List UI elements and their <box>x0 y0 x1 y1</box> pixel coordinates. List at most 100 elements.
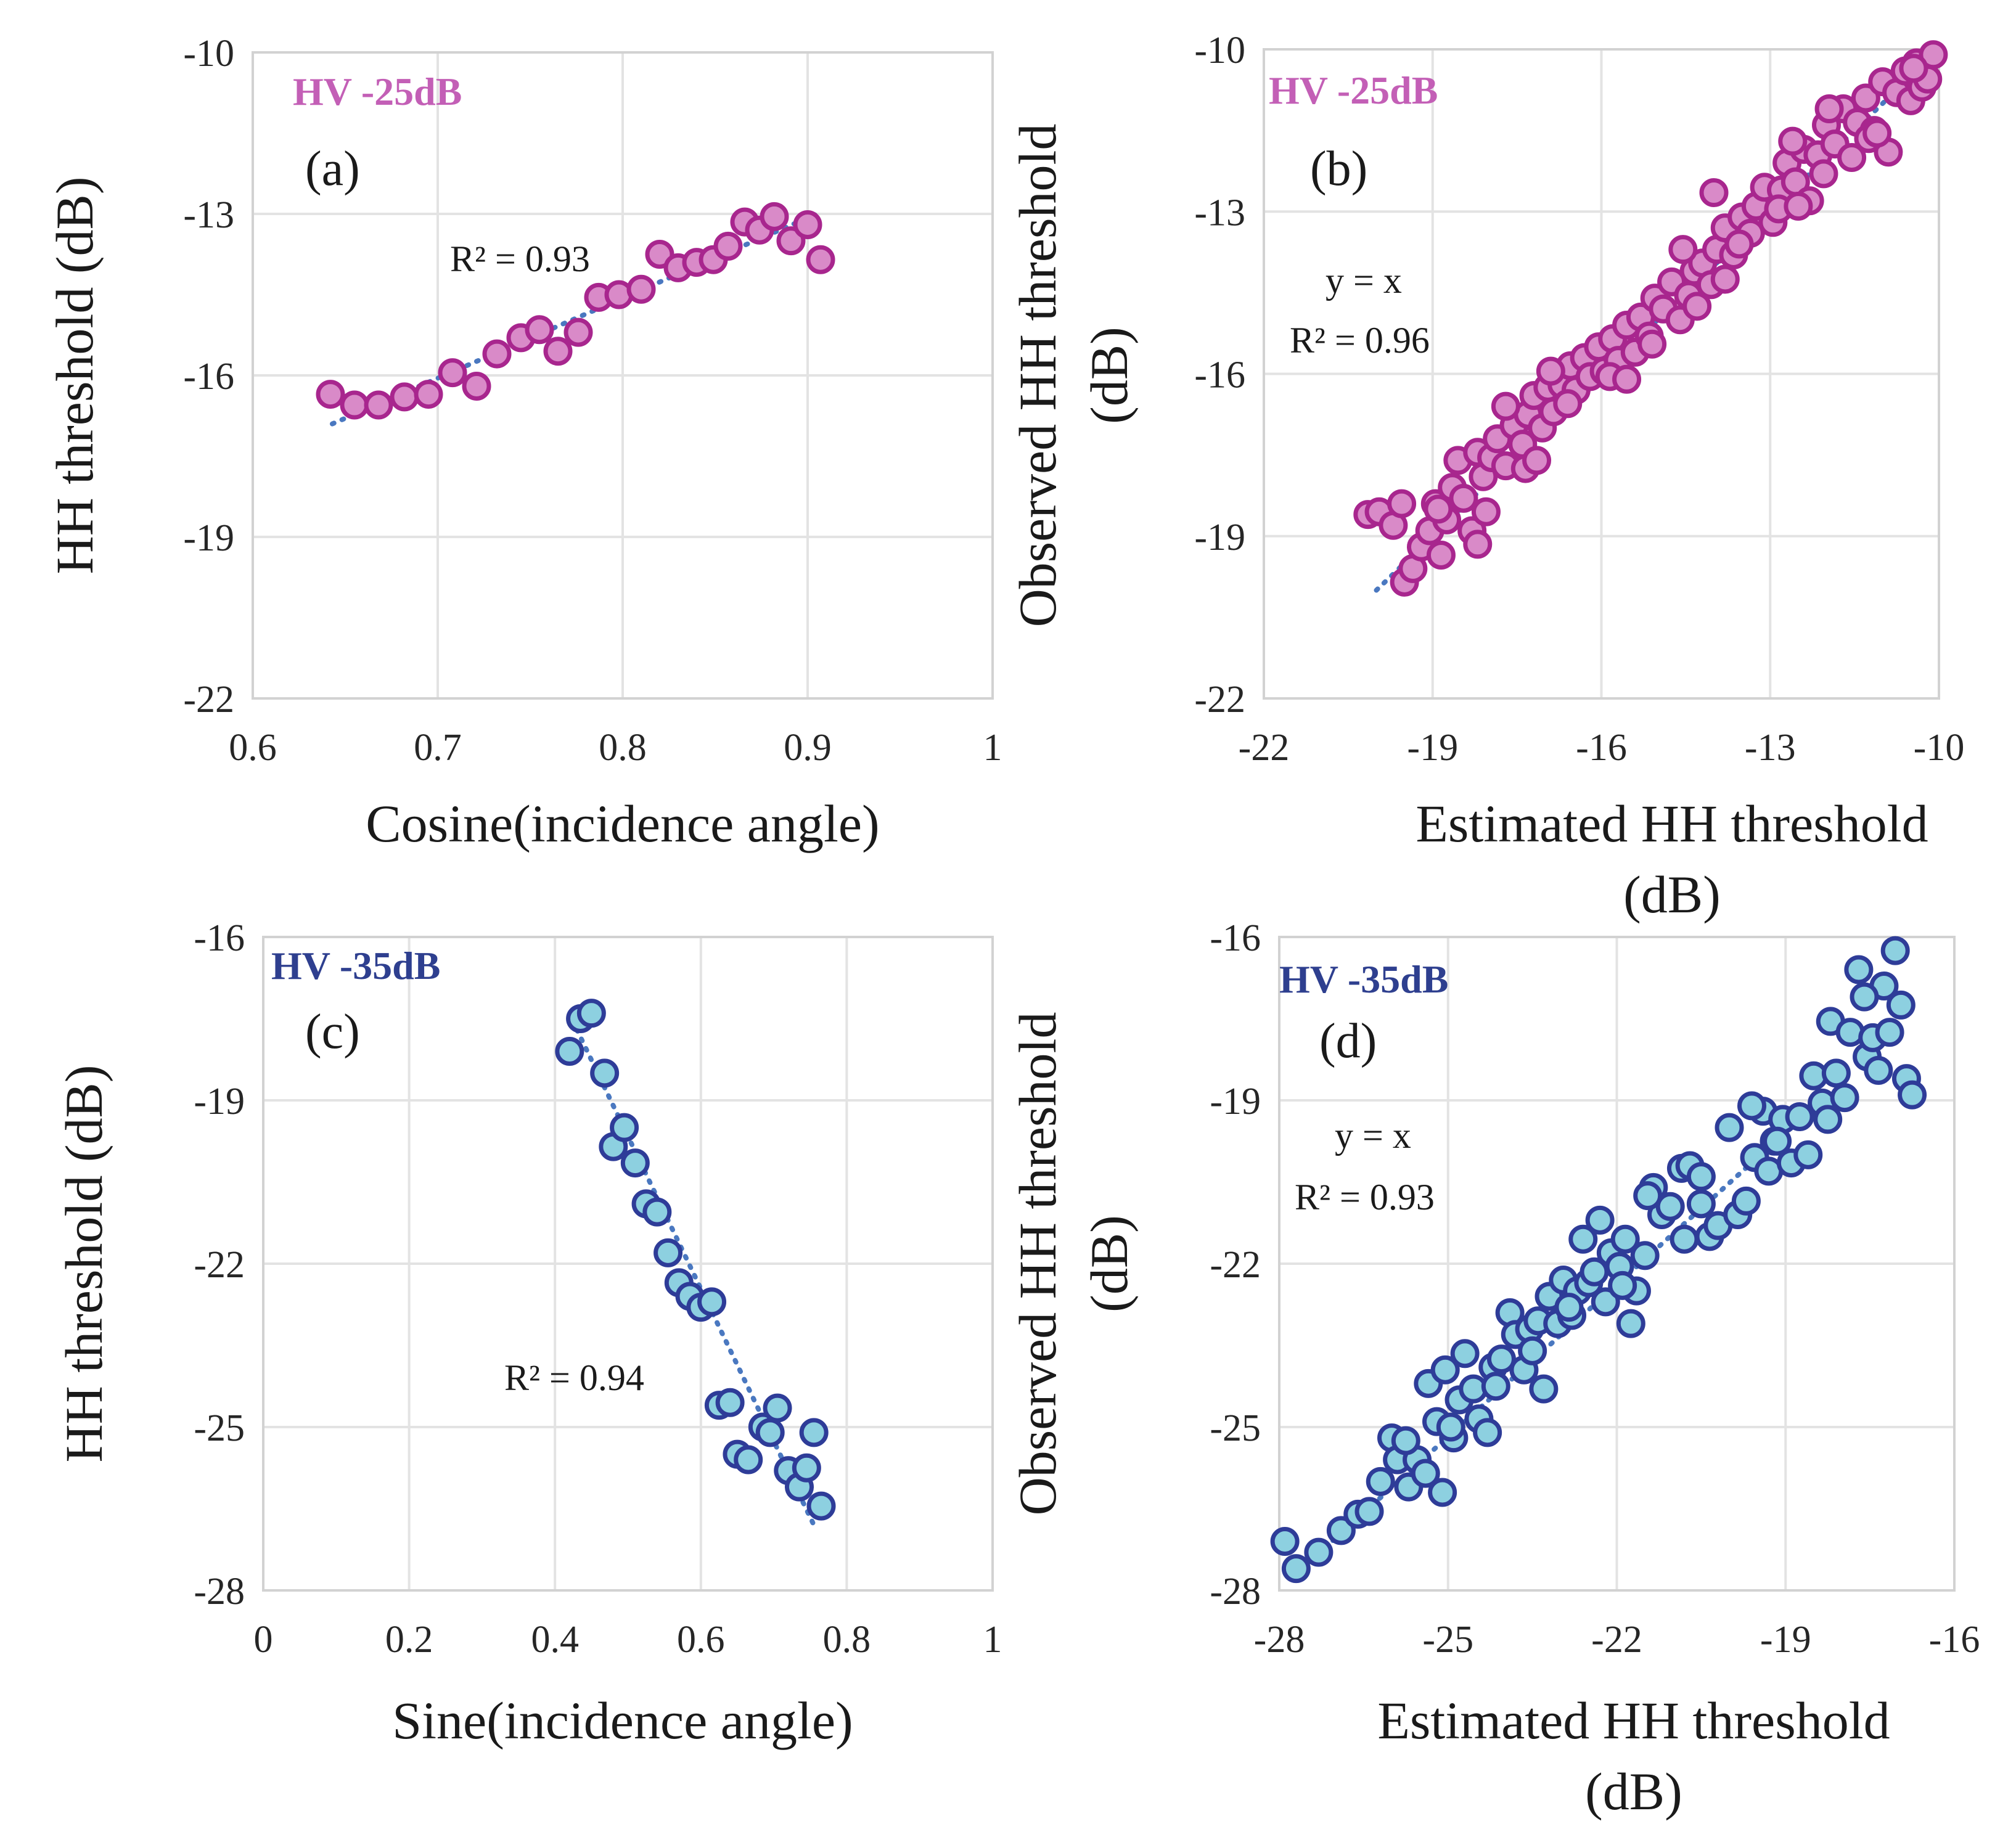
panel-b-point-101 <box>1862 118 1892 148</box>
panel-a-label: (a) <box>305 142 360 196</box>
panel-b-x-tick-3: -13 <box>1745 727 1796 769</box>
panel-d-point-41 <box>1610 1224 1640 1254</box>
panel-b-point-79 <box>1471 497 1501 526</box>
panel-a-points <box>316 202 835 420</box>
panel-d: -28 -25 -22 -19 -16 -28 -25 -22 -19 -16 HV -35dB… <box>1008 917 1980 1821</box>
panel-d-y-axis-title-unit: (dB) <box>1080 1215 1139 1312</box>
panel-d-point-73 <box>1864 1055 1893 1085</box>
panel-c-point-8 <box>642 1197 672 1227</box>
panel-a-point-4 <box>414 380 443 409</box>
panel-d-point-42 <box>1616 1309 1645 1338</box>
panel-b-point-90 <box>1491 391 1520 421</box>
panel-c-point-2 <box>576 999 606 1028</box>
panel-d-plot-area <box>1278 936 1956 1592</box>
panel-a-point-25 <box>806 245 835 274</box>
panel-b-label: (b) <box>1310 142 1367 196</box>
panel-b-point-91 <box>1536 356 1565 386</box>
panel-c-point-13 <box>697 1287 727 1317</box>
panel-a-r-squared: R² = 0.93 <box>450 239 590 279</box>
panel-d-point-5 <box>1354 1497 1384 1526</box>
panel-d-points <box>1270 936 1927 1584</box>
panel-b-point-96 <box>1463 530 1493 559</box>
panel-a-point-19 <box>713 231 743 261</box>
panel-a-point-10 <box>543 337 573 366</box>
panel-d-r-squared: R² = 0.93 <box>1295 1177 1435 1217</box>
panel-d-point-85 <box>1436 1412 1465 1442</box>
panel-d-point-67 <box>1821 1058 1851 1088</box>
panel-b-r-squared: R² = 0.96 <box>1290 320 1430 361</box>
panel-b-x-tick-1: -19 <box>1407 727 1458 769</box>
panel-c-point-19 <box>755 1418 785 1447</box>
panel-d-point-76 <box>1880 936 1910 965</box>
panel-d-point-77 <box>1886 990 1916 1020</box>
panel-c-tag: HV -35dB <box>271 944 440 988</box>
panel-b-point-95 <box>1814 94 1844 124</box>
panel-b-plot-area <box>1263 48 1940 700</box>
panel-a-x-tick-labels: 0.6 0.7 0.8 0.9 1 <box>229 727 1002 769</box>
panel-b-y-tick-3: -13 <box>1194 192 1245 234</box>
panel-d-y-tick-3: -19 <box>1210 1081 1261 1123</box>
panel-d-x-tick-3: -19 <box>1760 1619 1811 1661</box>
panel-d-point-1 <box>1281 1554 1311 1584</box>
panel-c-point-9 <box>654 1238 683 1267</box>
panel-a-x-tick-1: 0.7 <box>414 727 462 769</box>
panel-c-point-25 <box>806 1491 836 1521</box>
panel-b-point-78 <box>1424 494 1453 524</box>
panel-d-x-tick-0: -28 <box>1254 1619 1305 1661</box>
panel-a-y-tick-4: -10 <box>183 33 234 75</box>
panel-a-x-axis-title: Cosine(incidence angle) <box>366 794 879 853</box>
panel-d-point-81 <box>1763 1126 1792 1156</box>
panel-c-trendline <box>574 1027 817 1528</box>
panel-c-point-6 <box>620 1148 650 1178</box>
panel-a-point-14 <box>626 274 656 304</box>
panel-b-point-99 <box>1710 264 1740 294</box>
panel-d-point-88 <box>1670 1224 1699 1254</box>
panel-c-y-tick-0: -28 <box>194 1571 245 1613</box>
panel-b-x-axis-title: Estimated HH threshold <box>1416 794 1928 853</box>
panel-d-point-20 <box>1473 1418 1502 1447</box>
panel-d-point-38 <box>1591 1287 1620 1317</box>
panel-b-points <box>1353 40 1948 597</box>
panel-d-trendline <box>1299 1119 1800 1571</box>
panel-d-point-53 <box>1715 1113 1744 1142</box>
panel-b-point-81 <box>1553 389 1583 419</box>
panel-c-y-tick-labels: -28 -25 -22 -19 -16 <box>194 917 245 1613</box>
panel-d-point-14 <box>1430 1355 1460 1385</box>
panel-d-point-62 <box>1785 1102 1814 1131</box>
panel-a-gridlines <box>252 51 994 700</box>
panel-c-x-tick-0: 0 <box>254 1619 273 1661</box>
panel-c-y-tick-4: -16 <box>194 917 245 959</box>
panel-d-x-tick-labels: -28 -25 -22 -19 -16 <box>1254 1619 1980 1661</box>
panel-d-point-82 <box>1686 1162 1716 1192</box>
panel-a-point-5 <box>438 358 467 388</box>
panel-d-point-44 <box>1630 1241 1660 1270</box>
panel-a-y-axis-title: HH threshold (dB) <box>45 177 104 575</box>
panel-d-point-34 <box>1568 1224 1598 1254</box>
panel-a-point-22 <box>760 202 789 231</box>
panel-d-y-tick-4: -16 <box>1210 917 1261 959</box>
panel-d-point-10 <box>1411 1458 1440 1488</box>
panel-d-point-80 <box>1850 982 1879 1012</box>
panel-b-point-65 <box>1837 143 1867 172</box>
panel-b-x-tick-2: -16 <box>1576 727 1627 769</box>
panel-c-point-23 <box>792 1453 821 1483</box>
panel-b-x-tick-4: -10 <box>1914 727 1965 769</box>
panel-b-x-tick-labels: -22 -19 -16 -13 -10 <box>1239 727 1965 769</box>
panel-d-point-83 <box>1608 1270 1637 1300</box>
panel-c-x-tick-3: 0.6 <box>677 1619 725 1661</box>
panel-b-y-tick-2: -16 <box>1194 354 1245 396</box>
panel-b-y-tick-1: -19 <box>1194 517 1245 558</box>
panel-d-point-91 <box>1391 1426 1420 1455</box>
panel-c-plot-area <box>262 936 994 1592</box>
panel-c-point-17 <box>734 1445 763 1475</box>
panel-a-y-tick-1: -19 <box>183 517 234 559</box>
panel-d-point-17 <box>1450 1339 1480 1368</box>
panel-d-point-37 <box>1585 1205 1615 1235</box>
panel-a-x-tick-0: 0.6 <box>229 727 277 769</box>
panel-a-x-tick-4: 1 <box>983 727 1002 769</box>
panel-d-x-tick-2: -22 <box>1591 1619 1642 1661</box>
panel-a-point-6 <box>462 371 491 401</box>
panel-a-y-tick-0: -22 <box>183 679 234 721</box>
panel-a-point-2 <box>364 390 393 420</box>
panel-d-point-75 <box>1875 1018 1904 1047</box>
